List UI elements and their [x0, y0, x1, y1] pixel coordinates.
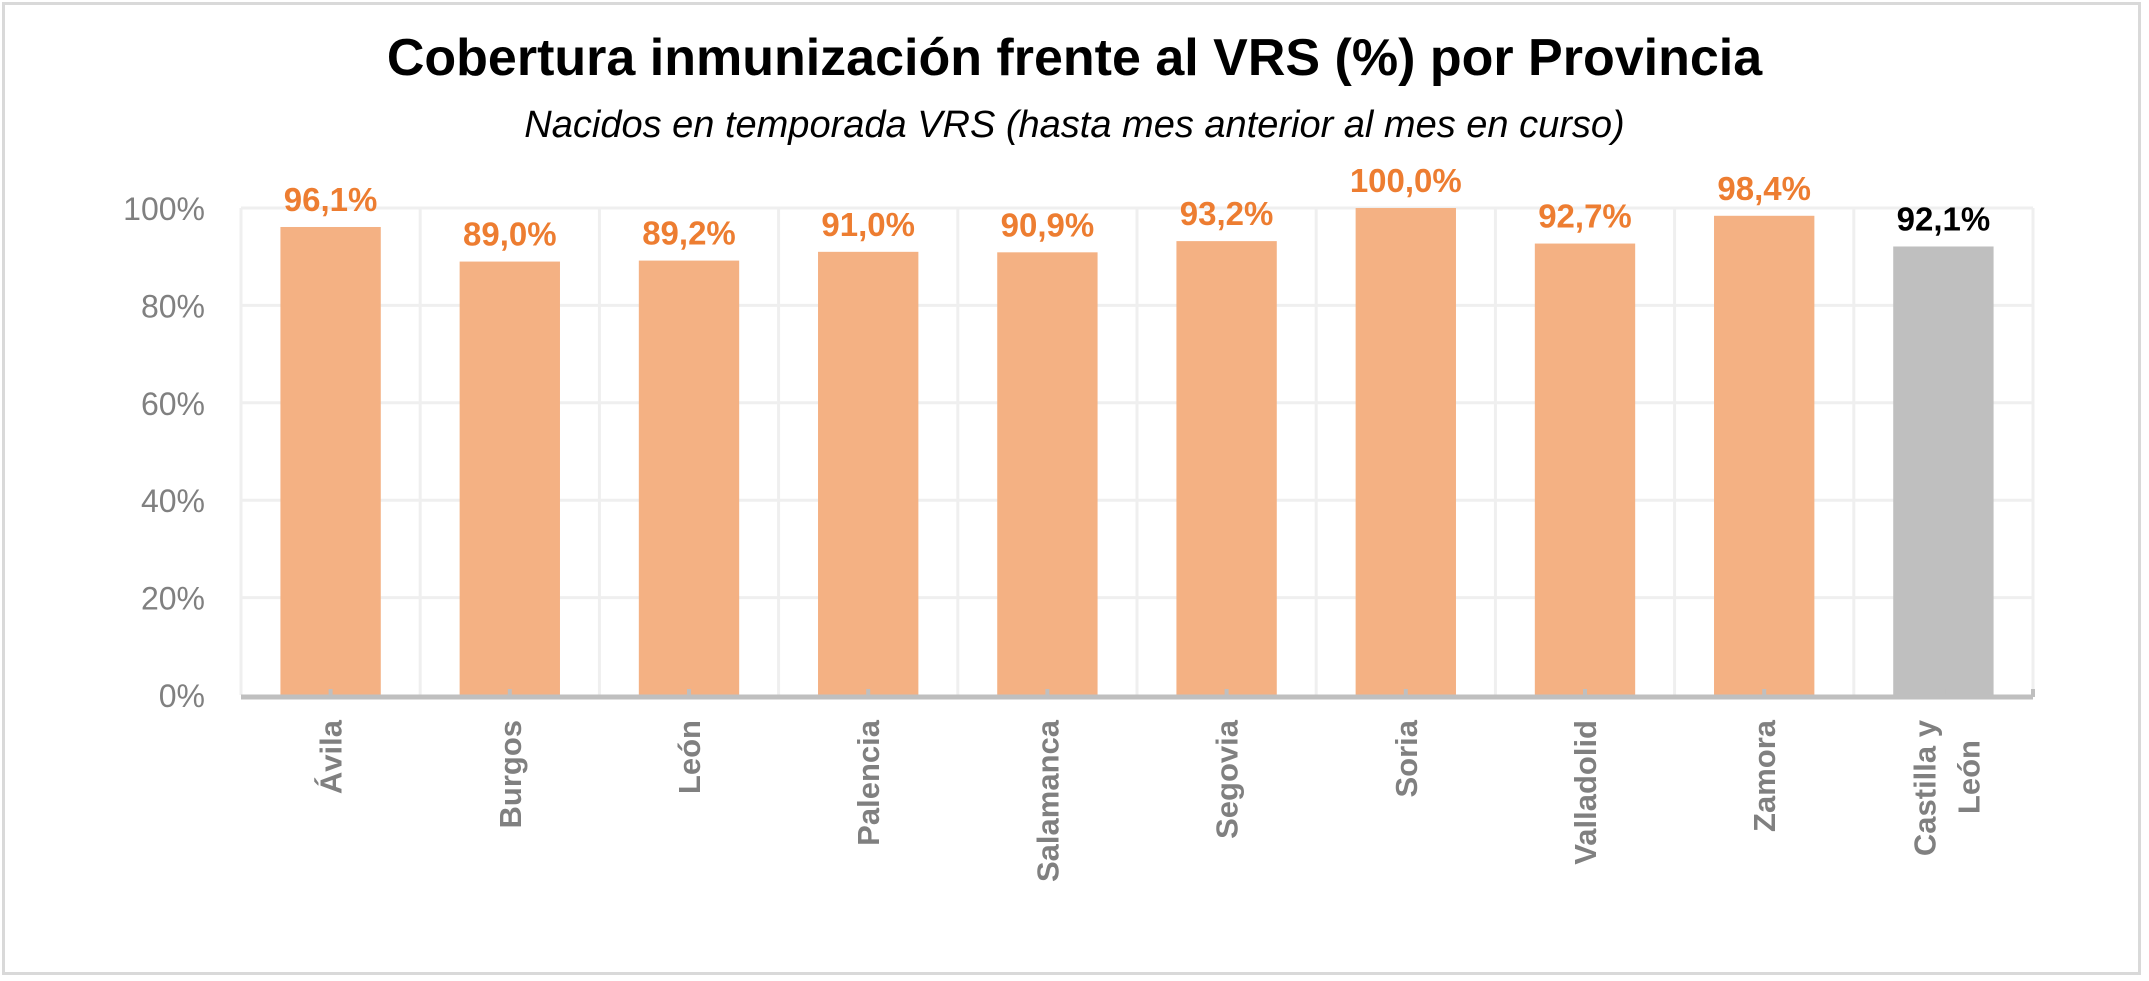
bar	[1176, 241, 1277, 695]
bar	[818, 251, 919, 695]
bar	[280, 226, 381, 696]
bar	[1534, 243, 1636, 695]
x-tick-label: León	[672, 720, 707, 794]
bar	[1355, 208, 1456, 695]
data-label: 93,2%	[1180, 195, 1274, 232]
data-label: 92,7%	[1538, 198, 1632, 235]
bar	[638, 260, 740, 695]
y-tick-label: 80%	[141, 288, 205, 324]
data-label: 92,1%	[1897, 200, 1991, 237]
data-label: 96,1%	[284, 181, 378, 218]
x-tick-label: Segovia	[1210, 719, 1245, 839]
data-label: 100,0%	[1350, 162, 1462, 199]
chart-title: Cobertura inmunización frente al VRS (%)…	[386, 29, 1763, 87]
y-tick-label: 20%	[141, 581, 205, 617]
y-tick-label: 100%	[123, 191, 205, 227]
bar	[1714, 215, 1815, 696]
bar	[997, 252, 1098, 695]
x-tick-label: Valladolid	[1568, 720, 1603, 865]
data-label: 89,2%	[642, 215, 736, 252]
data-label: 98,4%	[1717, 170, 1811, 207]
x-tick-label: Castilla y León	[1907, 719, 1986, 856]
chart-subtitle: Nacidos en temporada VRS (hasta mes ante…	[524, 104, 1625, 146]
y-tick-label: 40%	[141, 483, 205, 519]
x-tick-label: Ávila	[314, 719, 349, 794]
y-tick-label: 0%	[159, 678, 205, 714]
x-tick-label: Soria	[1389, 719, 1424, 797]
x-tick-label: Zamora	[1747, 719, 1782, 832]
x-tick-label: Palencia	[851, 719, 886, 846]
bar	[459, 261, 560, 695]
y-tick-label: 60%	[141, 386, 205, 422]
data-label: 90,9%	[1001, 206, 1095, 243]
bar	[1893, 246, 1994, 695]
data-label: 89,0%	[463, 216, 557, 253]
data-label: 91,0%	[821, 206, 915, 243]
x-tick-label: Salamanca	[1030, 719, 1065, 882]
x-tick-label: Burgos	[493, 720, 528, 829]
